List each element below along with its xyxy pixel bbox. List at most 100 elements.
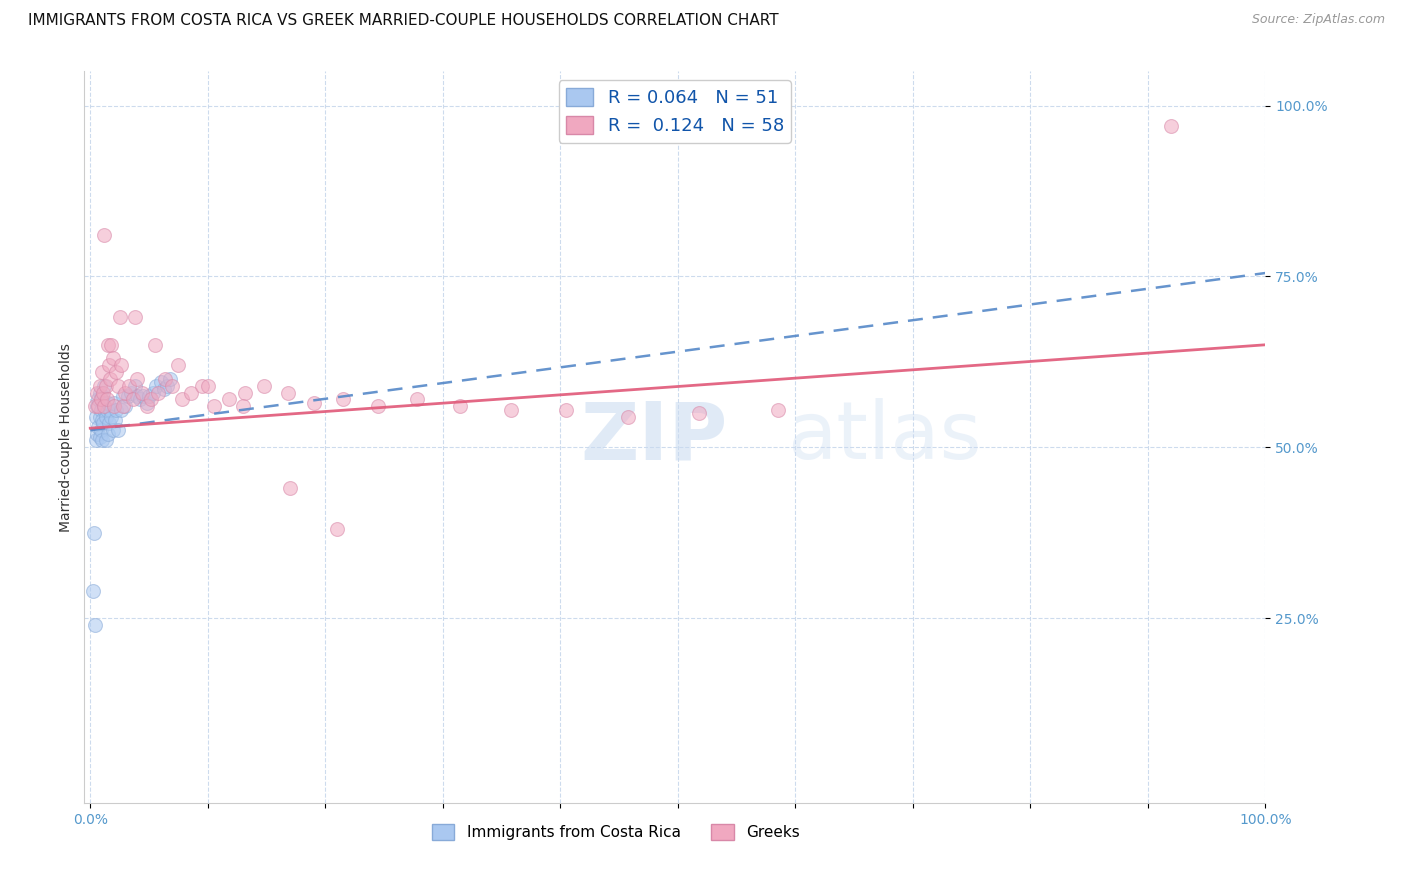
Point [141, 385, 163, 400]
Point [110, 359, 132, 373]
Legend: Immigrants from Costa Rica, Greeks: Immigrants from Costa Rica, Greeks [426, 818, 806, 847]
Point [232, 400, 254, 414]
Point [191, 379, 214, 393]
Point [326, 522, 349, 536]
Point [84, 434, 107, 448]
Point [86, 426, 108, 441]
Point [202, 400, 225, 414]
Point [89, 409, 111, 424]
Point [197, 379, 219, 393]
Point [89, 379, 111, 393]
Point [170, 392, 193, 407]
Point [127, 389, 149, 403]
Point [124, 310, 146, 325]
Point [117, 389, 139, 403]
Point [155, 372, 177, 386]
Point [89, 385, 111, 400]
Point [91, 385, 114, 400]
Point [93, 379, 115, 393]
Point [135, 400, 157, 414]
Point [149, 376, 172, 390]
Point [162, 379, 184, 393]
Point [135, 396, 157, 410]
Point [110, 402, 132, 417]
Point [367, 400, 389, 414]
Point [253, 379, 276, 393]
Text: ZIP: ZIP [581, 398, 728, 476]
Point [1160, 119, 1182, 133]
Point [766, 402, 789, 417]
Point [93, 402, 115, 417]
Point [98, 402, 121, 417]
Point [105, 365, 128, 379]
Point [101, 351, 124, 366]
Point [103, 396, 125, 410]
Point [108, 310, 131, 325]
Point [97, 426, 120, 441]
Point [91, 396, 114, 410]
Point [94, 434, 117, 448]
Point [103, 400, 125, 414]
Point [218, 392, 240, 407]
Point [107, 379, 129, 393]
Point [278, 481, 301, 495]
Point [90, 423, 112, 437]
Point [86, 400, 108, 414]
Point [143, 338, 166, 352]
Point [98, 372, 121, 386]
Point [555, 402, 578, 417]
Point [104, 413, 127, 427]
Point [91, 417, 114, 431]
Point [101, 423, 124, 437]
Point [94, 409, 117, 424]
Point [87, 420, 110, 434]
Point [141, 392, 163, 407]
Point [114, 385, 136, 400]
Point [277, 385, 299, 400]
Point [156, 379, 179, 393]
Point [97, 338, 120, 352]
Point [90, 402, 112, 417]
Point [131, 385, 153, 400]
Point [89, 430, 111, 444]
Point [112, 400, 135, 414]
Point [120, 385, 142, 400]
Point [93, 400, 115, 414]
Point [83, 525, 105, 540]
Point [90, 392, 112, 407]
Point [84, 400, 107, 414]
Point [617, 409, 640, 424]
Point [145, 379, 167, 393]
Point [124, 379, 146, 393]
Point [332, 392, 354, 407]
Point [499, 402, 522, 417]
Point [91, 389, 114, 403]
Point [100, 409, 122, 424]
Point [167, 359, 190, 373]
Point [114, 400, 136, 414]
Point [118, 379, 141, 393]
Point [96, 402, 118, 417]
Point [93, 228, 115, 243]
Y-axis label: Married-couple Households: Married-couple Households [59, 343, 73, 532]
Point [235, 385, 257, 400]
Point [87, 400, 110, 414]
Point [91, 434, 114, 448]
Point [127, 372, 149, 386]
Point [688, 406, 710, 420]
Point [91, 413, 114, 427]
Point [112, 389, 135, 403]
Point [128, 392, 150, 407]
Point [82, 583, 104, 598]
Point [96, 392, 118, 407]
Text: atlas: atlas [787, 398, 981, 476]
Point [98, 359, 121, 373]
Point [94, 379, 117, 393]
Text: Source: ZipAtlas.com: Source: ZipAtlas.com [1251, 13, 1385, 27]
Point [87, 392, 110, 407]
Point [449, 400, 471, 414]
Point [84, 409, 107, 424]
Point [97, 396, 120, 410]
Point [91, 365, 114, 379]
Point [105, 402, 128, 417]
